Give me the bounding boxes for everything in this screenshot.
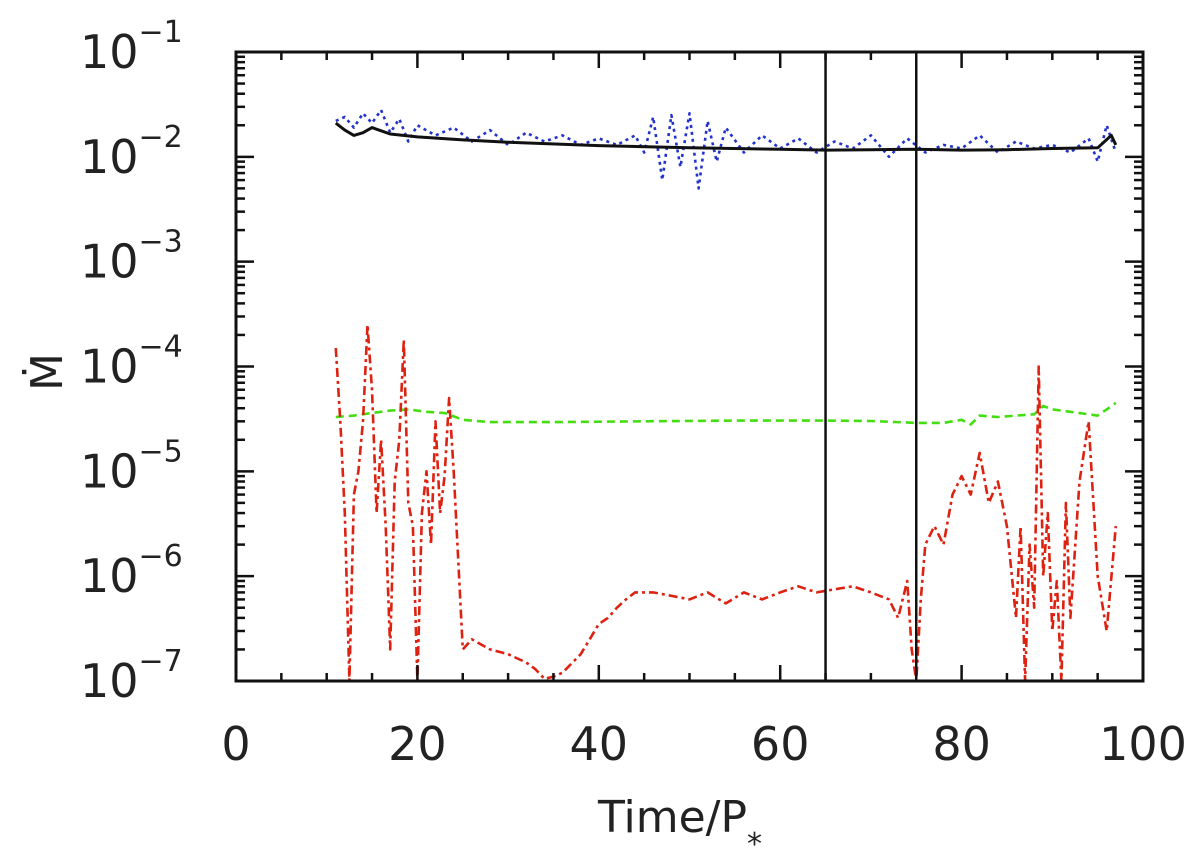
series-line-3 <box>335 401 1117 426</box>
y-tick-label-base: 10 <box>80 444 139 498</box>
series-line-4 <box>334 323 1118 683</box>
y-tick-label-base: 10 <box>80 25 139 79</box>
y-tick-label-exponent: −6 <box>139 539 183 574</box>
x-tick-label: 60 <box>751 717 810 771</box>
y-tick-label: 10−1 <box>80 15 183 79</box>
y-tick-label: 10−3 <box>80 225 183 289</box>
y-tick-label-exponent: −4 <box>139 330 183 365</box>
x-tick-label: 80 <box>932 717 991 771</box>
y-tick-label-base: 10 <box>80 130 139 184</box>
x-tick-label: 40 <box>570 717 629 771</box>
y-tick-label-base: 10 <box>80 549 139 603</box>
vertical-lines <box>824 52 918 681</box>
series-layer <box>334 108 1118 683</box>
x-axis-title-main: Time/P <box>597 792 747 843</box>
x-tick-label: 0 <box>221 717 250 771</box>
y-tick-label-exponent: −2 <box>139 120 183 155</box>
y-tick-label: 10−4 <box>80 330 183 394</box>
y-tick-label: 10−6 <box>80 539 183 603</box>
x-tick-label: 100 <box>1099 717 1187 771</box>
y-tick-label: 10−5 <box>80 434 183 498</box>
y-tick-label-exponent: −7 <box>139 644 183 679</box>
series-line-1 <box>335 108 1118 190</box>
y-tick-label-base: 10 <box>80 340 139 394</box>
y-tick-label-exponent: −1 <box>139 15 183 50</box>
y-tick-label-base: 10 <box>80 654 139 708</box>
y-tick-label: 10−7 <box>80 644 183 708</box>
y-tick-label-base: 10 <box>80 235 139 289</box>
x-axis-title: Time/P* <box>597 792 762 859</box>
tick-marks <box>234 50 1145 683</box>
x-tick-labels: 0 20 40 60 80 100 <box>221 717 1187 771</box>
y-tick-label-exponent: −5 <box>139 434 183 469</box>
x-tick-label: 20 <box>388 717 447 771</box>
x-axis-title-subscript: * <box>747 827 762 859</box>
series-line-2 <box>334 121 1118 152</box>
y-axis-title: Ṁ <box>21 353 73 391</box>
y-tick-labels: 10−110−210−310−410−510−610−7 <box>80 15 183 708</box>
y-tick-label-exponent: −3 <box>139 225 183 260</box>
y-tick-label: 10−2 <box>80 120 183 184</box>
